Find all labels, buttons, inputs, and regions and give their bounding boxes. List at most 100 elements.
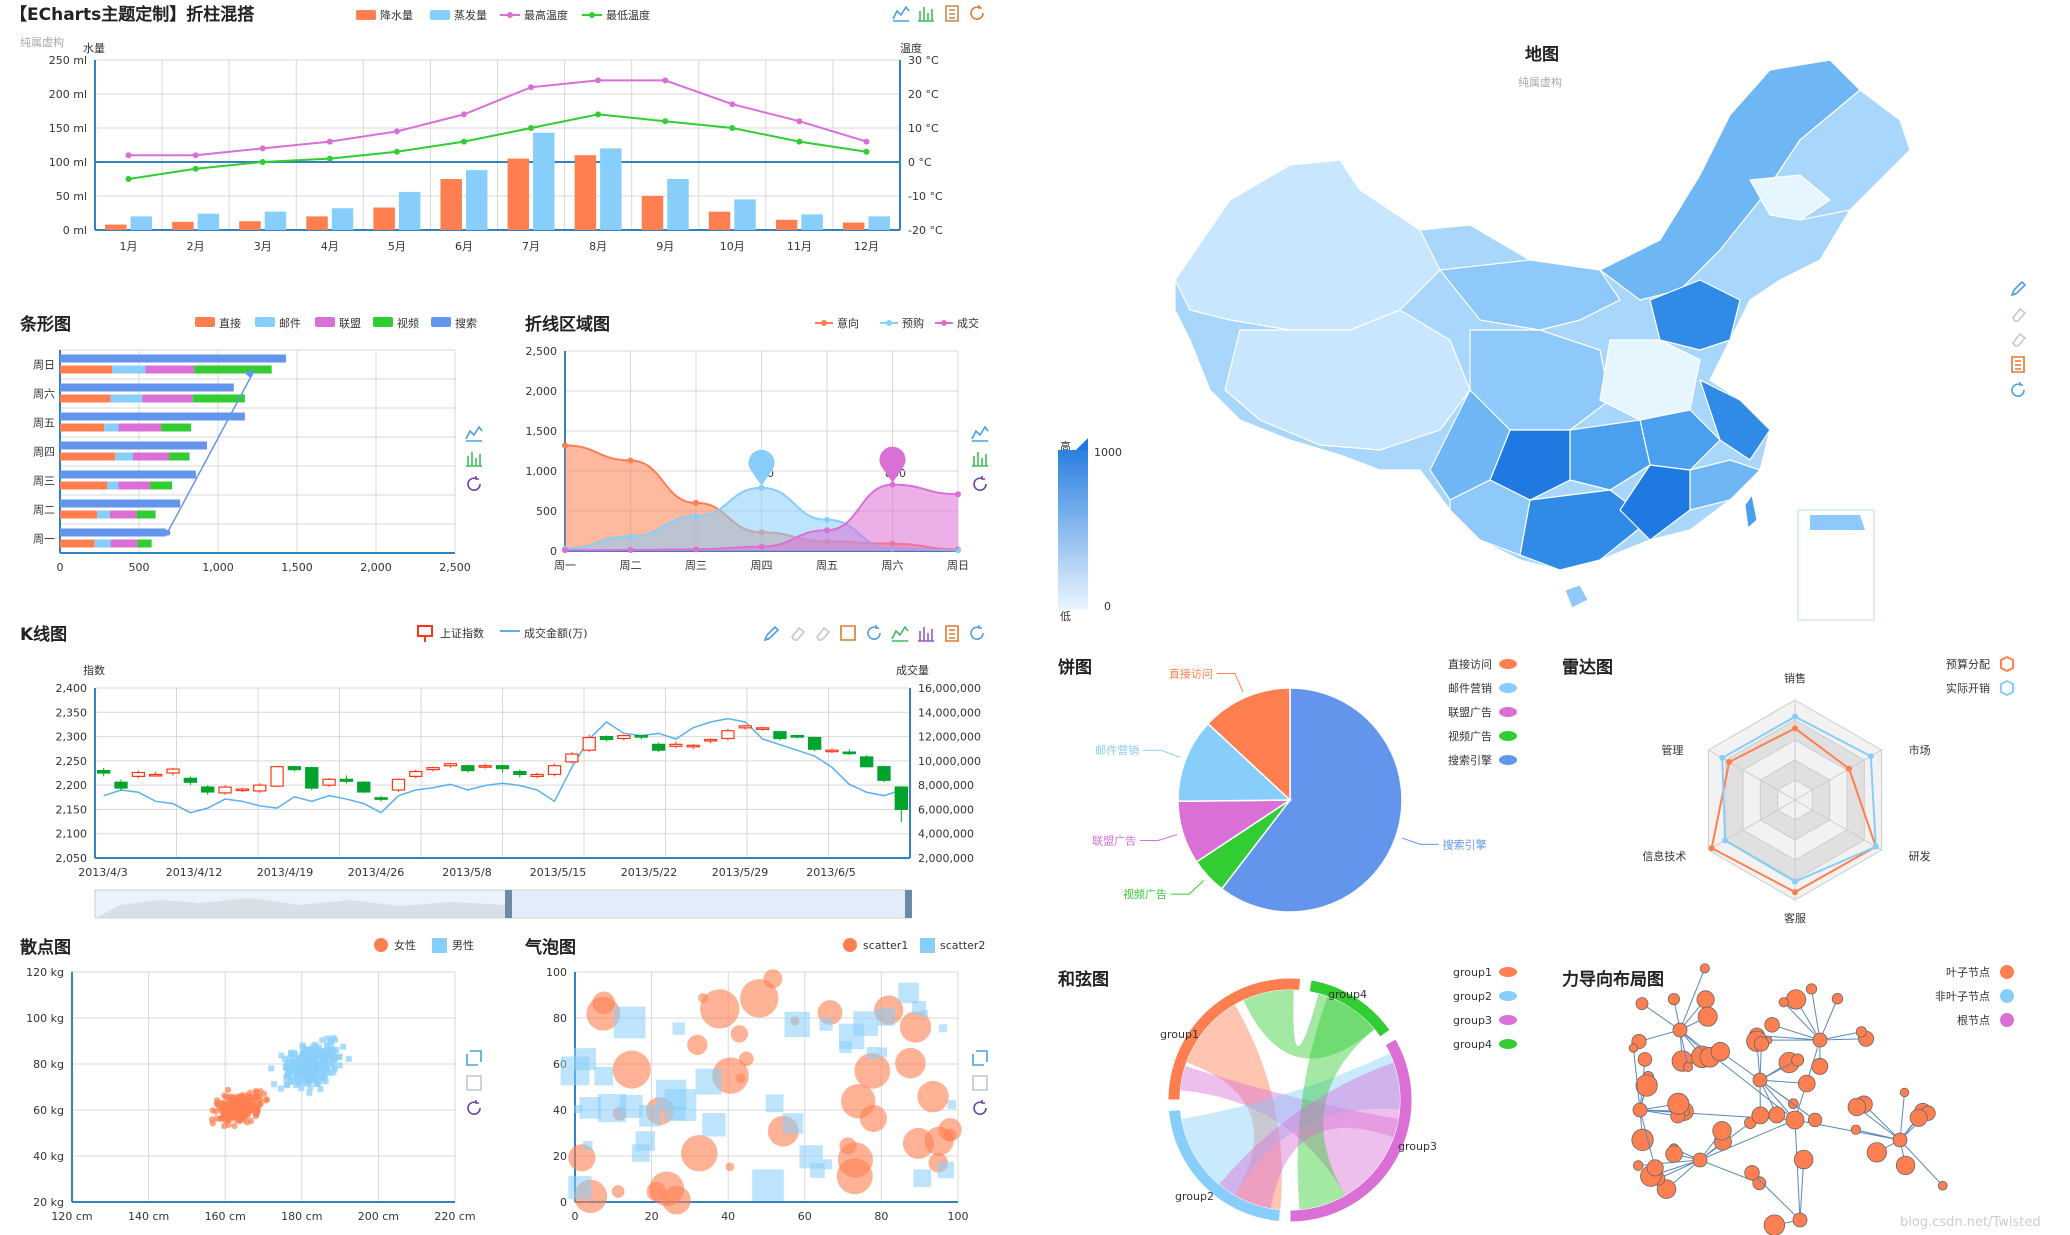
force-leaf-node <box>1631 1128 1654 1152</box>
force-edge <box>1794 1119 1801 1221</box>
scatter-female-point <box>208 1116 216 1123</box>
scatter-ytick-label: 120 kg <box>26 966 64 979</box>
mixed-bar-rain <box>574 155 597 230</box>
scatter-xtick-label: 160 cm <box>205 1210 246 1223</box>
mixed-ytick-left: 100 ml <box>49 156 87 169</box>
kline-ytick-right: 6,000,000 <box>918 803 974 816</box>
force-leaf-node <box>1764 1017 1780 1033</box>
bubble-scatter2-point <box>613 1006 646 1039</box>
kline-candle-body <box>270 766 284 787</box>
select-icon-shape <box>840 625 856 641</box>
kline-ytick-left: 2,200 <box>56 779 88 792</box>
barh-bar <box>60 423 105 432</box>
restore-icon[interactable] <box>973 476 987 491</box>
bubble-scatter2-point <box>898 982 919 1004</box>
eraser-icon[interactable] <box>2012 307 2027 322</box>
scatter-xtick-label: 140 cm <box>128 1210 169 1223</box>
restore-icon[interactable] <box>970 5 984 20</box>
barh-bar <box>60 481 108 490</box>
area-xtick-label: 周二 <box>620 559 642 572</box>
bar-icon[interactable] <box>918 7 934 22</box>
chord-legend-swatch <box>1499 967 1517 977</box>
force-legend-swatch <box>2000 1013 2014 1027</box>
mixed-line-point <box>192 165 199 172</box>
barh-trend-arrowhead <box>244 370 255 379</box>
mixed-bar-evap <box>331 208 354 230</box>
force-edge <box>1799 1159 1805 1221</box>
select-icon[interactable] <box>840 625 856 641</box>
area-point <box>889 481 896 488</box>
pie-label-line <box>1216 672 1244 693</box>
restore-icon[interactable] <box>973 1100 987 1115</box>
scatter-ytick-label: 100 kg <box>26 1012 64 1025</box>
area-point <box>627 533 634 540</box>
scatter-male-point <box>299 1060 306 1067</box>
mixed-xtick-label: 2月 <box>187 240 205 253</box>
select-icon[interactable] <box>466 1075 482 1091</box>
kline-candle-body <box>669 743 683 747</box>
pen-icon-shape <box>2010 280 2027 297</box>
mixed-bar-rain <box>306 216 328 230</box>
visualmap-high-label: 高 <box>1060 439 1071 453</box>
restore-icon[interactable] <box>2011 382 2025 397</box>
visualmap-gradient-bar <box>1058 450 1088 610</box>
force-leaf-node <box>1665 1145 1683 1163</box>
select-icon[interactable] <box>972 1075 988 1091</box>
barh-bar-search <box>60 412 245 421</box>
bar-icon[interactable] <box>972 452 988 467</box>
kline-candle-body <box>894 786 908 811</box>
force-root-node <box>1785 1110 1805 1130</box>
data-view-icon[interactable] <box>2011 356 2025 373</box>
bar-icon[interactable] <box>918 627 934 642</box>
line-icon[interactable] <box>465 425 483 442</box>
scatter-xtick-label: 120 cm <box>51 1210 92 1223</box>
bar-icon[interactable] <box>466 452 482 467</box>
line-icon[interactable] <box>971 425 989 442</box>
barh-bar <box>104 423 119 432</box>
mixed-line-point <box>662 77 669 84</box>
bubble-scatter1-point <box>592 991 616 1015</box>
pie-legend-label: 视频广告 <box>1448 729 1492 743</box>
scatter-female-point <box>219 1113 226 1121</box>
force-edge <box>1756 1035 1821 1041</box>
bubble-scatter1-point <box>730 1025 749 1043</box>
restore-icon[interactable] <box>467 1100 481 1115</box>
scatter-ytick-label: 60 kg <box>33 1104 64 1117</box>
eraser-icon[interactable] <box>791 626 806 641</box>
data-view-icon[interactable] <box>945 625 959 642</box>
scatter-male-point <box>336 1062 343 1069</box>
restore-icon[interactable] <box>467 476 481 491</box>
barh-title: 条形图 <box>19 314 71 335</box>
mixed-line-point <box>796 138 803 145</box>
bubble-scatter2-point <box>877 1007 895 1026</box>
pen-icon[interactable] <box>2010 280 2027 297</box>
bubble-scatter1-point <box>662 1185 691 1215</box>
data-view-icon[interactable] <box>945 5 959 22</box>
zoom-icon[interactable] <box>466 1050 482 1066</box>
eraser-icon[interactable] <box>2012 332 2027 347</box>
scatter-male-point <box>345 1055 352 1062</box>
chord-label: group4 <box>1328 988 1367 1001</box>
bubble-xtick-label: 100 <box>948 1210 969 1223</box>
restore-icon[interactable] <box>970 625 984 640</box>
pie-legend-swatch <box>1499 707 1517 717</box>
bubble-ytick-label: 100 <box>546 966 567 979</box>
line-icon[interactable] <box>892 5 910 22</box>
data-view-icon-shape <box>945 625 959 642</box>
restore-icon[interactable] <box>867 625 881 640</box>
scatter-male-point <box>289 1067 296 1074</box>
zoom-icon[interactable] <box>972 1050 988 1066</box>
barh-bar <box>145 365 195 374</box>
pen-icon[interactable] <box>763 625 780 642</box>
force-edge <box>1783 1001 1821 1041</box>
eraser-icon[interactable] <box>816 626 831 641</box>
mixed-ytick-right: 20 °C <box>908 88 939 101</box>
barh-legend-label: 搜索 <box>455 316 477 330</box>
barh-xtick-label: 500 <box>129 561 150 574</box>
force-leaf-node <box>1628 1043 1639 1053</box>
barh-bar <box>136 510 156 519</box>
mixed-line-point <box>863 138 870 145</box>
bubble-title: 气泡图 <box>524 937 576 958</box>
line-icon[interactable] <box>891 625 909 642</box>
